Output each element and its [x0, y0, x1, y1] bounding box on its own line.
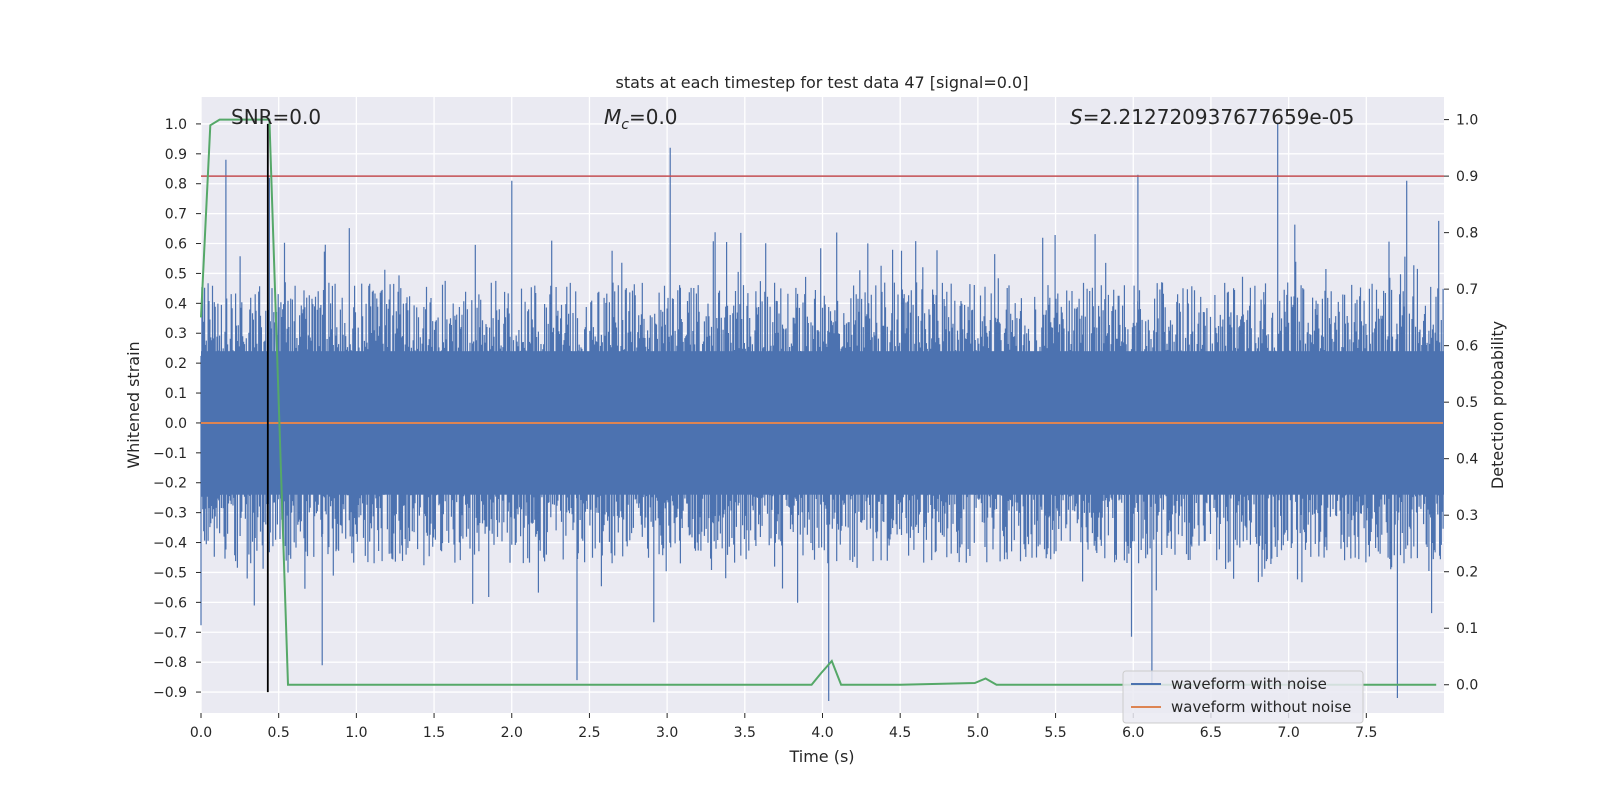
s-value: =2.212720937677659e-05: [1083, 105, 1355, 129]
x-tick-label: 0.5: [268, 725, 290, 741]
x-tick-label: 1.5: [423, 725, 445, 741]
y2-tick-label: 0.6: [1456, 339, 1478, 355]
chirp-mass-annotation: Mc=0.0: [604, 105, 678, 133]
legend-label-waveform-with-noise: waveform with noise: [1171, 675, 1327, 693]
x-tick-label: 1.0: [345, 725, 367, 741]
y-tick-label: 0.0: [165, 416, 187, 432]
y2-tick-label: 0.0: [1456, 678, 1478, 694]
chart-title: stats at each timestep for test data 47 …: [616, 73, 1029, 92]
x-tick-label: 7.5: [1355, 725, 1377, 741]
legend-box: [1122, 670, 1364, 724]
y-tick-label: −0.8: [153, 655, 187, 671]
y-tick-label: 0.5: [165, 266, 187, 282]
y-axis-label: Whitened strain: [124, 341, 143, 468]
y-tick-label: −0.9: [153, 685, 187, 701]
chirp-mass-subscript: c: [621, 117, 629, 133]
y2-tick-label: 0.8: [1456, 226, 1478, 242]
overlay-lines: [200, 118, 1444, 693]
x-axis-label: Time (s): [788, 747, 854, 766]
y-tick-label: −0.2: [153, 476, 187, 492]
y2-tick-label: 0.7: [1456, 282, 1478, 298]
y-tick-label: −0.1: [153, 446, 187, 462]
chirp-mass-value: =0.0: [629, 105, 678, 129]
x-axis-ticks: 0.0 0.5 1.0 1.5 2.0 2.5 3.0 3.5 4.0 4.5 5.0 5.5 6.0 6…: [190, 713, 1377, 741]
x-tick-label: 4.5: [889, 725, 911, 741]
y-tick-label: 1.0: [165, 117, 187, 133]
x-tick-label: 5.0: [967, 725, 989, 741]
y-tick-label: −0.4: [153, 536, 187, 552]
s-symbol: S: [1070, 105, 1083, 129]
y-tick-label: 0.1: [165, 386, 187, 402]
y-tick-label: −0.3: [153, 506, 187, 522]
y-tick-label: −0.5: [153, 565, 187, 581]
y2-tick-label: 0.5: [1456, 395, 1478, 411]
x-tick-label: 3.0: [656, 725, 678, 741]
y-axis-ticks: 1.0 0.9 0.8 0.7 0.6 0.5 0.4 0.3 0.2 0.1 0.0 −0.1 −0.…: [153, 117, 201, 701]
legend: waveform with noise waveform without noi…: [1122, 670, 1364, 724]
y-tick-label: 0.2: [165, 356, 187, 372]
y-tick-label: 0.7: [165, 207, 187, 223]
x-tick-label: 4.0: [811, 725, 833, 741]
detection-probability-line: [200, 118, 1437, 686]
y-tick-label: 0.9: [165, 147, 187, 163]
chirp-mass-symbol: M: [604, 105, 621, 129]
x-tick-label: 6.0: [1122, 725, 1144, 741]
y2-axis-ticks: 1.0 0.9 0.8 0.7 0.6 0.5 0.4 0.3 0.2 0.1 0.0: [1444, 113, 1478, 694]
legend-label-waveform-without-noise: waveform without noise: [1171, 698, 1351, 716]
y2-tick-label: 0.4: [1456, 452, 1478, 468]
y-tick-label: 0.3: [165, 326, 187, 342]
y2-axis-label: Detection probability: [1488, 321, 1507, 489]
x-tick-label: 0.0: [190, 725, 212, 741]
y-tick-label: −0.7: [153, 625, 187, 641]
y2-tick-label: 1.0: [1456, 113, 1478, 129]
y-tick-label: −0.6: [153, 595, 187, 611]
y-tick-label: 0.4: [165, 296, 187, 312]
x-tick-label: 7.0: [1277, 725, 1299, 741]
y2-tick-label: 0.2: [1456, 565, 1478, 581]
x-tick-label: 2.5: [578, 725, 600, 741]
y2-tick-label: 0.9: [1456, 169, 1478, 185]
snr-annotation: SNR=0.0: [231, 105, 321, 129]
y2-tick-label: 0.1: [1456, 621, 1478, 637]
y2-tick-label: 0.3: [1456, 508, 1478, 524]
y-tick-label: 0.6: [165, 237, 187, 253]
x-tick-label: 6.5: [1200, 725, 1222, 741]
y-tick-label: 0.8: [165, 177, 187, 193]
x-tick-label: 3.5: [734, 725, 756, 741]
x-tick-label: 5.5: [1044, 725, 1066, 741]
x-tick-label: 2.0: [501, 725, 523, 741]
s-annotation: S=2.212720937677659e-05: [1070, 105, 1354, 129]
